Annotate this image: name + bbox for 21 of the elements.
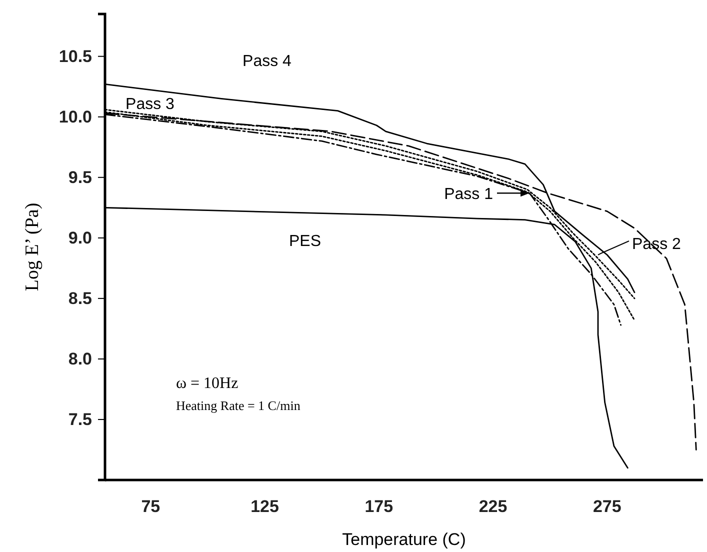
x-tick-label: 175 <box>364 497 394 516</box>
y-tick-label: 9.0 <box>68 228 92 248</box>
y-tick-label: 8.5 <box>68 288 92 308</box>
y-tick-label: 9.5 <box>68 168 92 187</box>
annotation: Pass 4 <box>242 53 292 70</box>
y-tick-label: 8.0 <box>68 349 92 368</box>
y-tick-label: 10.0 <box>58 107 92 126</box>
annotation: Heating Rate = 1 C/min <box>176 398 301 413</box>
annotation: Pass 1 <box>444 186 494 203</box>
annotation: Pass 3 <box>126 96 175 113</box>
x-axis-title: Temperature (C) <box>342 530 466 549</box>
x-tick-label: 225 <box>478 497 508 516</box>
y-axis-title: Log E’ (Pa) <box>22 202 43 292</box>
annotation: Pass 2 <box>632 236 682 253</box>
x-tick-label: 275 <box>592 497 622 516</box>
annotation: ω = 10Hz <box>176 375 238 392</box>
y-tick-label: 10.5 <box>58 46 92 66</box>
y-tick-label: 7.5 <box>68 410 92 429</box>
annotation: PES <box>288 233 322 250</box>
x-tick-label: 75 <box>141 497 160 516</box>
x-tick-label: 125 <box>250 497 279 516</box>
